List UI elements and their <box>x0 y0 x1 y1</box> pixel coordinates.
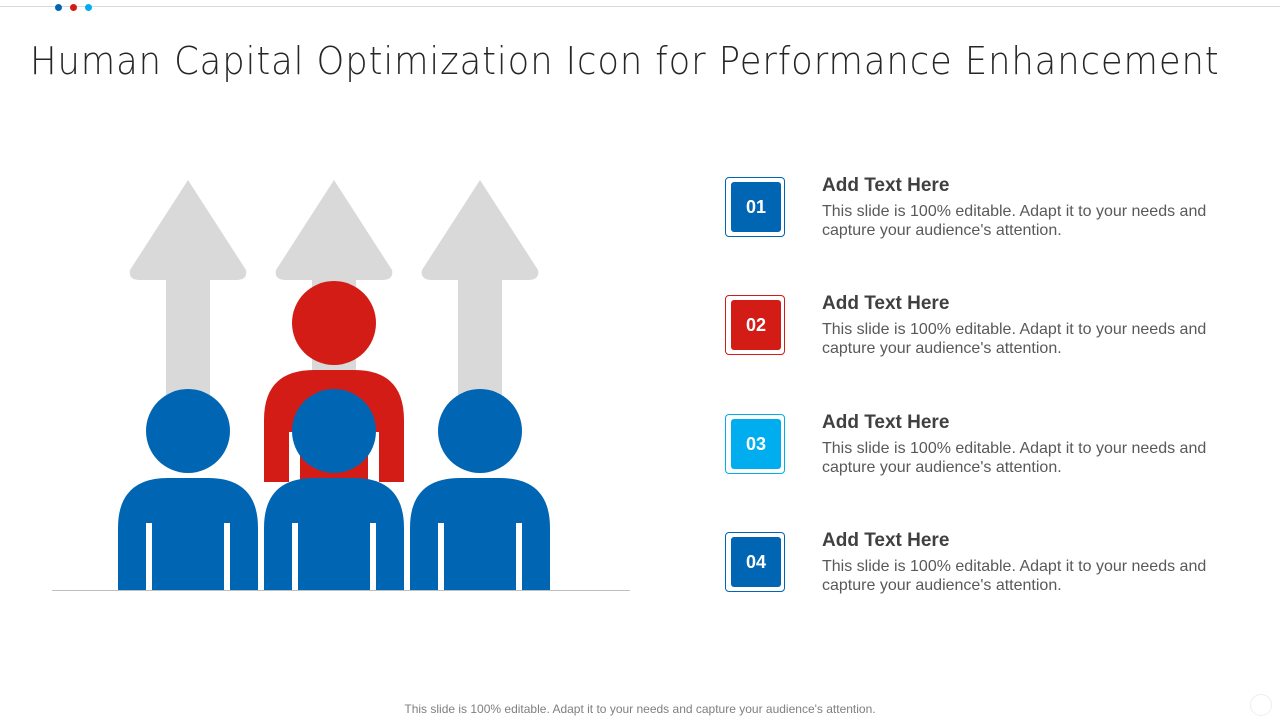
list-item-04: 04 Add Text Here This slide is 100% edit… <box>725 530 1225 612</box>
number-badge: 02 <box>725 295 785 355</box>
light-blue-dot-icon <box>85 4 92 11</box>
page-title: Human Capital Optimization Icon for Perf… <box>30 39 1220 84</box>
number-badge-label: 03 <box>731 419 781 469</box>
arrow-left-icon <box>129 180 247 400</box>
item-heading: Add Text Here <box>822 175 950 196</box>
blue-dot-icon <box>55 4 62 11</box>
item-heading: Add Text Here <box>822 530 950 551</box>
number-badge: 04 <box>725 532 785 592</box>
item-description: This slide is 100% editable. Adapt it to… <box>822 321 1207 357</box>
item-description: This slide is 100% editable. Adapt it to… <box>822 203 1207 239</box>
item-description: This slide is 100% editable. Adapt it to… <box>822 558 1207 594</box>
number-badge: 01 <box>725 177 785 237</box>
number-badge-label: 04 <box>731 537 781 587</box>
number-badge-label: 01 <box>731 182 781 232</box>
footer-note: This slide is 100% editable. Adapt it to… <box>404 702 876 716</box>
item-description: This slide is 100% editable. Adapt it to… <box>822 440 1207 476</box>
blue-person-center-icon <box>264 389 404 590</box>
item-heading: Add Text Here <box>822 293 950 314</box>
number-badge: 03 <box>725 414 785 474</box>
corner-circle-icon <box>1250 694 1272 716</box>
arrow-right-icon <box>421 180 539 400</box>
blue-person-right-icon <box>410 389 550 590</box>
blue-person-left-icon <box>118 389 258 590</box>
red-dot-icon <box>70 4 77 11</box>
list-item-03: 03 Add Text Here This slide is 100% edit… <box>725 412 1225 494</box>
item-heading: Add Text Here <box>822 412 950 433</box>
list-item-02: 02 Add Text Here This slide is 100% edit… <box>725 293 1225 375</box>
number-badge-label: 02 <box>731 300 781 350</box>
arm-separators <box>146 523 522 590</box>
top-divider <box>0 6 1280 7</box>
list-item-01: 01 Add Text Here This slide is 100% edit… <box>725 175 1225 257</box>
